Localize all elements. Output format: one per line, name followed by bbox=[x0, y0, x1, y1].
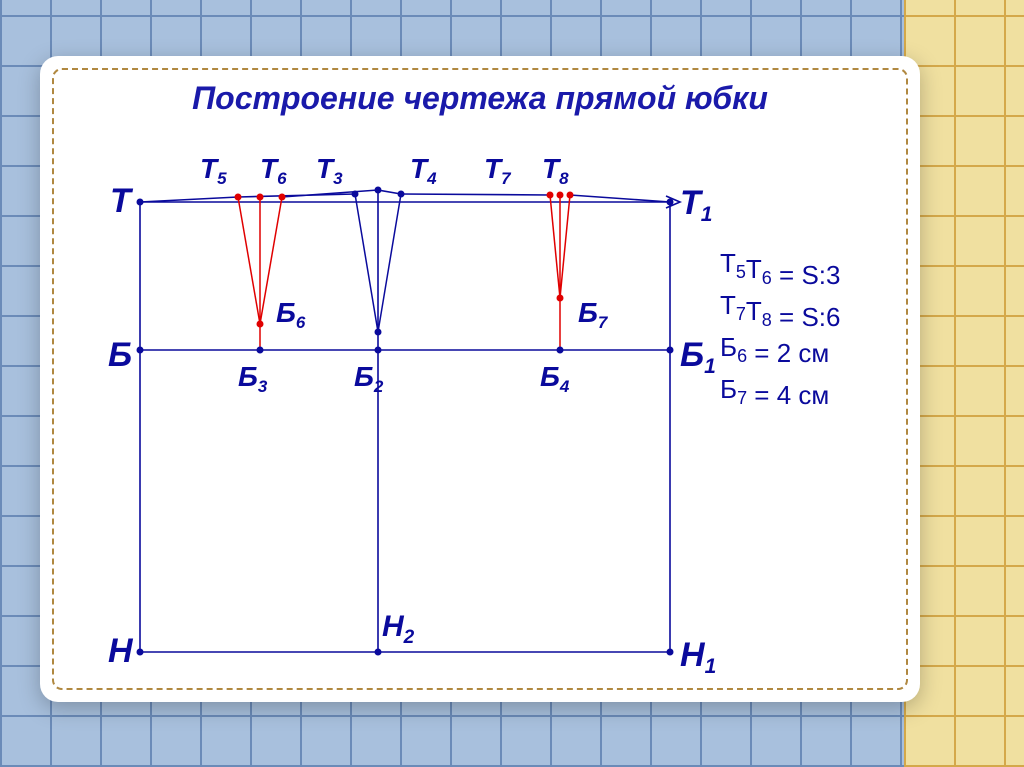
svg-text:Т: Т bbox=[110, 182, 134, 220]
svg-text:Т5: Т5 bbox=[200, 153, 227, 188]
svg-text:Н2: Н2 bbox=[382, 610, 415, 648]
svg-text:Т4: Т4 bbox=[410, 153, 437, 188]
slide-title: Построение чертежа прямой юбки bbox=[40, 80, 920, 117]
svg-text:Б6 = 2 см: Б6 = 2 см bbox=[720, 332, 829, 368]
svg-text:Т5Т6 = S:3: Т5Т6 = S:3 bbox=[720, 248, 840, 290]
svg-text:Т7: Т7 bbox=[484, 153, 512, 188]
skirt-pattern-diagram: Т Т1 Б Б1 Н Н1 Н2 Б2 Б3 Б4 Б6 Б7 Т3 Т4 Т5 Т6 Т7 Т8 Т5Т6 = … bbox=[80, 132, 880, 690]
svg-text:Б7: Б7 bbox=[578, 297, 609, 332]
svg-text:Б: Б bbox=[108, 336, 132, 374]
svg-text:Б7 = 4 см: Б7 = 4 см bbox=[720, 374, 829, 410]
slide-card: Построение чертежа прямой юбки Т Т1 Б Б1 Н Н1… bbox=[40, 56, 920, 702]
svg-text:Б6: Б6 bbox=[276, 297, 306, 332]
diagram-container: Т Т1 Б Б1 Н Н1 Н2 Б2 Б3 Б4 Б6 Б7 Т3 Т4 Т5 Т6 Т7 Т8 Т5Т6 = … bbox=[80, 132, 880, 690]
svg-text:Н1: Н1 bbox=[680, 636, 716, 678]
svg-text:Т1: Т1 bbox=[680, 184, 712, 226]
svg-text:Т7Т8 = S:6: Т7Т8 = S:6 bbox=[720, 290, 840, 332]
svg-text:Т8: Т8 bbox=[542, 153, 569, 188]
svg-text:Т3: Т3 bbox=[316, 153, 343, 188]
svg-text:Н: Н bbox=[108, 632, 134, 670]
svg-text:Б4: Б4 bbox=[540, 361, 570, 396]
svg-text:Б3: Б3 bbox=[238, 361, 268, 396]
svg-text:Б2: Б2 bbox=[354, 361, 384, 396]
svg-text:Б1: Б1 bbox=[680, 336, 716, 378]
svg-text:Т6: Т6 bbox=[260, 153, 287, 188]
